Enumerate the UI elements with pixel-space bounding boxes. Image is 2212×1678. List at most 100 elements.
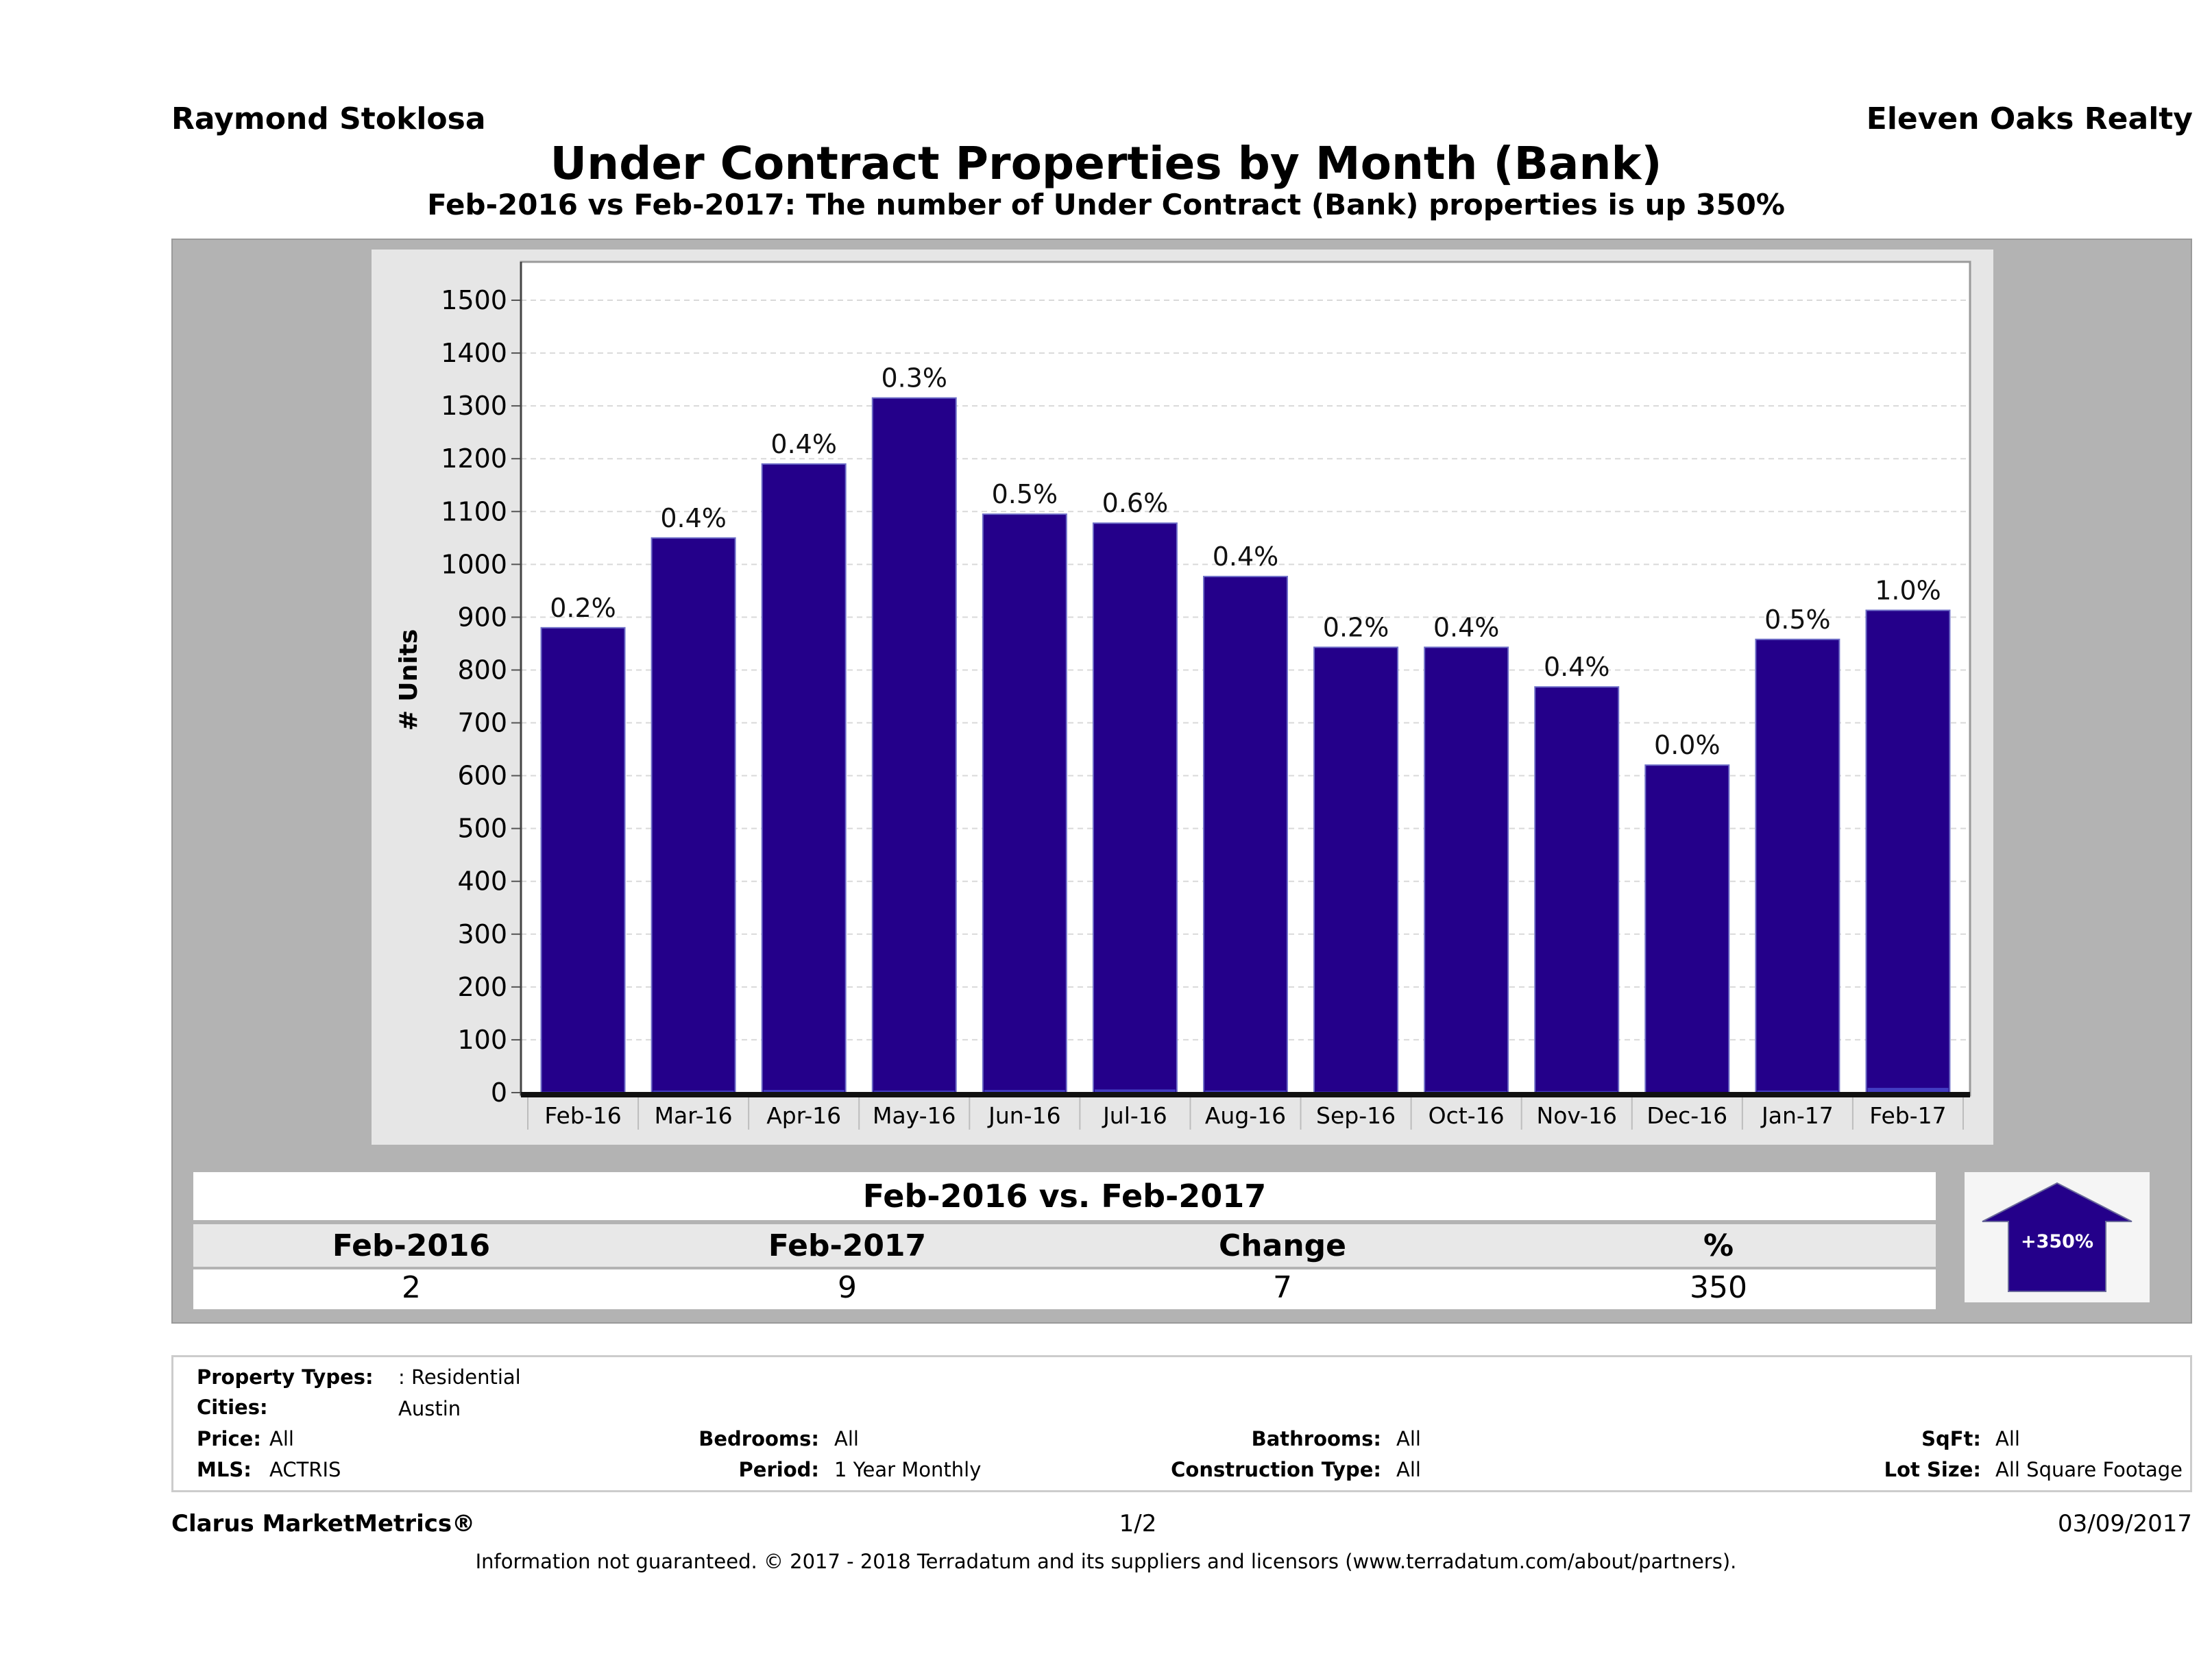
y-tick-label: 400 — [457, 866, 507, 897]
bar — [1203, 576, 1288, 1093]
bar-secondary — [653, 1090, 734, 1093]
brand-name: Clarus MarketMetrics® — [171, 1510, 476, 1537]
lot-size-value: All Square Footage — [1995, 1458, 2183, 1481]
bar — [761, 463, 847, 1093]
data-label: 0.4% — [1544, 652, 1610, 682]
y-tick-label: 900 — [457, 602, 507, 632]
comparison-header: Feb-2016 vs. Feb-2017 — [862, 1178, 1267, 1215]
y-axis-label: # Units — [395, 629, 423, 731]
comparison-col-feb-2017: Feb-2017 — [768, 1228, 927, 1263]
price-value: All — [269, 1427, 294, 1450]
data-label: 0.6% — [1102, 488, 1169, 518]
comparison-value-feb-2017: 9 — [838, 1270, 857, 1305]
x-tick-label: Dec-16 — [1646, 1102, 1727, 1129]
data-label: 0.0% — [1654, 730, 1721, 760]
up-arrow-icon: +350% — [1982, 1182, 2132, 1292]
bar-secondary — [1757, 1090, 1838, 1093]
x-tick-label: Oct-16 — [1429, 1102, 1505, 1129]
x-tick-label: Mar-16 — [655, 1102, 733, 1129]
y-tick-label: 700 — [457, 708, 507, 738]
y-tick-label: 500 — [457, 814, 507, 844]
y-tick-label: 1400 — [441, 338, 507, 368]
brokerage-name: Eleven Oaks Realty — [1866, 101, 2193, 136]
mls-value: ACTRIS — [269, 1458, 341, 1481]
comparison-value-percent: 350 — [1690, 1270, 1747, 1305]
period-label: Period: — [738, 1458, 819, 1481]
x-tick-label: May-16 — [873, 1102, 956, 1129]
bar-chart: 0 100 200 300 400 500 600 700 800 900 1000 1100 1200… — [395, 260, 1971, 1130]
data-label: 0.4% — [1213, 542, 1279, 572]
y-tick-label: 300 — [457, 919, 507, 949]
data-label: 0.5% — [992, 479, 1058, 509]
y-tick-label: 100 — [457, 1025, 507, 1055]
data-label: 0.2% — [1323, 612, 1389, 642]
comparison-col-feb-2016: Feb-2016 — [332, 1228, 491, 1263]
y-tick-label: 600 — [457, 761, 507, 791]
data-label: 0.2% — [550, 593, 616, 623]
x-tick-label: Apr-16 — [766, 1102, 841, 1129]
y-tick-label: 1000 — [441, 549, 507, 579]
x-tick-label: Jul-16 — [1102, 1102, 1167, 1129]
report-date: 03/09/2017 — [2058, 1510, 2192, 1537]
bathrooms-label: Bathrooms: — [1251, 1427, 1381, 1450]
x-tick-label: Aug-16 — [1205, 1102, 1286, 1129]
construction-type-label: Construction Type: — [1171, 1458, 1381, 1481]
bar — [540, 627, 626, 1093]
bar — [651, 537, 736, 1093]
bathrooms-value: All — [1396, 1427, 1421, 1450]
y-tick-label: 1200 — [441, 443, 507, 474]
bar — [1534, 686, 1620, 1093]
bar-secondary — [984, 1090, 1065, 1093]
bar — [1755, 638, 1840, 1093]
bar-secondary — [1094, 1089, 1176, 1093]
y-tick-label: 1500 — [441, 285, 507, 315]
bar — [1644, 764, 1730, 1093]
x-tick-label: Sep-16 — [1316, 1102, 1396, 1129]
cities-label: Cities: — [197, 1396, 268, 1419]
comparison-header-band — [193, 1172, 1936, 1220]
property-types-label: Property Types: — [197, 1365, 374, 1389]
bar — [871, 397, 957, 1094]
bar-secondary — [873, 1090, 955, 1093]
price-label: Price: — [197, 1427, 261, 1450]
page-number: 1/2 — [1119, 1510, 1157, 1537]
comparison-value-feb-2016: 2 — [402, 1270, 421, 1305]
data-label: 0.4% — [770, 429, 837, 459]
y-tick-label: 1300 — [441, 391, 507, 421]
x-tick-label: Jun-16 — [987, 1102, 1060, 1129]
report-subtitle: Feb-2016 vs Feb-2017: The number of Unde… — [427, 188, 1785, 221]
bedrooms-value: All — [834, 1427, 859, 1450]
data-label: 0.4% — [1433, 612, 1500, 642]
report-title: Under Contract Properties by Month (Bank… — [550, 137, 1662, 190]
property-types-value: : Residential — [398, 1365, 521, 1389]
bar-secondary — [763, 1090, 844, 1093]
bar — [982, 513, 1067, 1093]
badge-label: +350% — [2021, 1231, 2093, 1252]
bar-secondary — [1426, 1091, 1507, 1093]
sqft-value: All — [1995, 1427, 2020, 1450]
bar — [1313, 646, 1399, 1093]
disclaimer: Information not guaranteed. © 2017 - 201… — [475, 1550, 1737, 1573]
mls-label: MLS: — [197, 1458, 252, 1481]
sqft-label: SqFt: — [1921, 1427, 1981, 1450]
y-tick-label: 0 — [491, 1078, 507, 1108]
bar — [1865, 609, 1951, 1093]
y-tick-label: 1100 — [441, 496, 507, 526]
bar-secondary — [1867, 1088, 1949, 1093]
comparison-labels-band — [193, 1224, 1936, 1267]
data-label: 0.4% — [660, 503, 727, 533]
bar-secondary — [1205, 1090, 1286, 1093]
cities-value: Austin — [398, 1397, 461, 1420]
lot-size-label: Lot Size: — [1884, 1458, 1981, 1481]
bar — [1092, 522, 1178, 1094]
x-tick-label: Nov-16 — [1537, 1102, 1617, 1129]
x-tick-label: Feb-16 — [544, 1102, 621, 1129]
bedrooms-label: Bedrooms: — [698, 1427, 819, 1450]
bar-secondary — [1536, 1091, 1618, 1093]
data-label: 0.3% — [881, 363, 947, 393]
construction-type-value: All — [1396, 1458, 1421, 1481]
period-value: 1 Year Monthly — [834, 1458, 982, 1481]
data-label: 0.5% — [1764, 605, 1831, 635]
bar — [1424, 646, 1509, 1093]
comparison-value-change: 7 — [1273, 1270, 1292, 1305]
